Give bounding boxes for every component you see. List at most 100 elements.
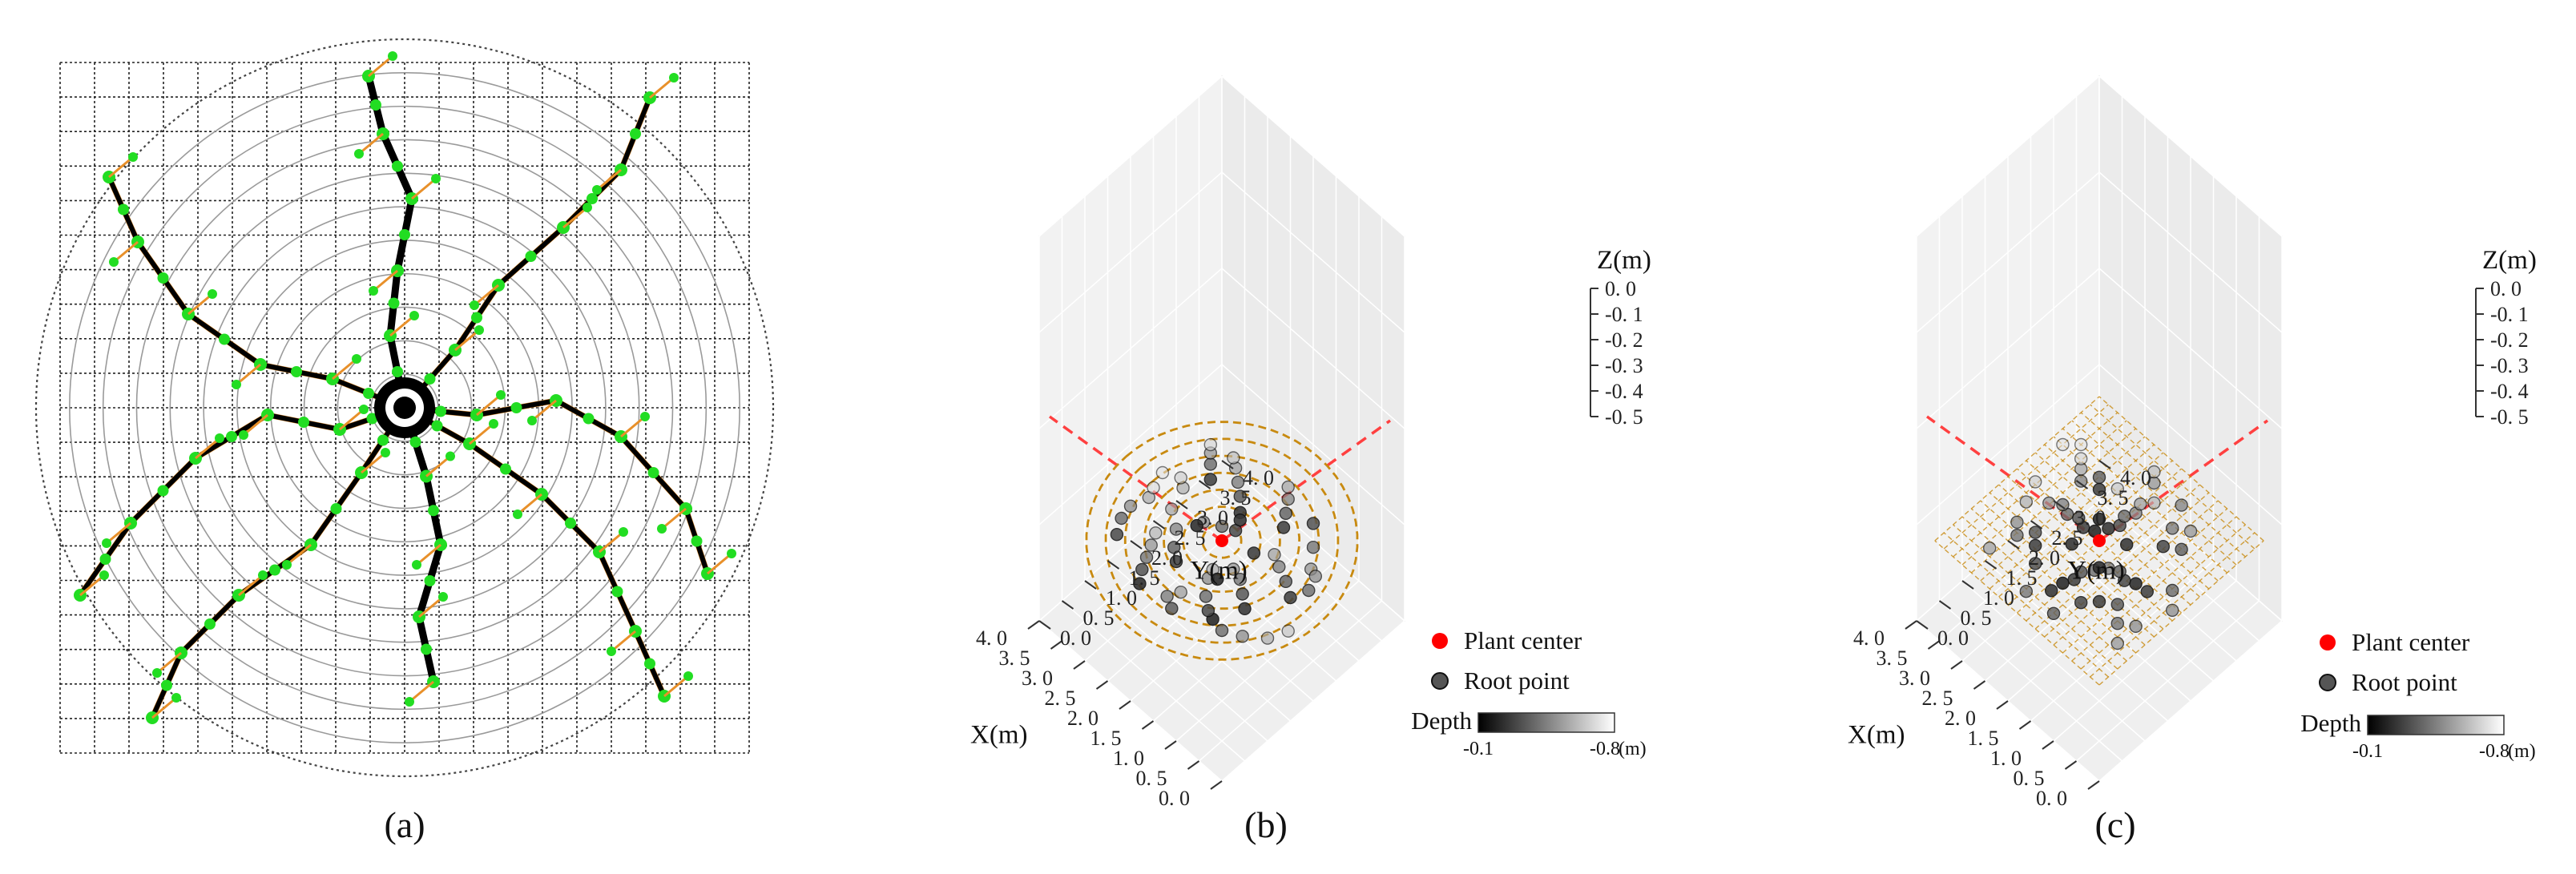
root-point — [1276, 521, 1291, 534]
x-tick-label: 0. 5 — [2014, 767, 2045, 790]
root-point — [2175, 498, 2188, 512]
root-node — [409, 436, 421, 448]
root-point — [2046, 606, 2061, 620]
z-axis-label: Z(m) — [1597, 246, 1651, 275]
y-tick-mark — [1938, 600, 1952, 610]
y-tick-label: 0. 5 — [1083, 606, 1115, 630]
lateral-root — [425, 455, 451, 477]
root-node — [727, 549, 736, 558]
root-point — [2092, 594, 2106, 609]
sampling-grid-line — [2026, 460, 2191, 606]
wall-grid — [2098, 75, 2283, 237]
root-orange — [401, 397, 711, 577]
root-point — [1203, 473, 1218, 486]
lateral-root — [243, 413, 268, 437]
x-tick-label: 2. 5 — [1045, 687, 1076, 710]
root-point — [1203, 437, 1218, 452]
root-point — [2175, 542, 2188, 556]
z-tick-label: -0. 4 — [1605, 380, 1643, 403]
x-tick-label: 3. 0 — [1022, 667, 1053, 690]
root-node — [500, 463, 511, 475]
root-point — [1155, 465, 1170, 480]
lateral-root — [596, 168, 622, 191]
sampling-grid-line — [1970, 508, 2137, 654]
x-tick-mark — [1027, 620, 1040, 630]
root-node — [161, 679, 172, 691]
x-tick-label: 3. 5 — [999, 646, 1030, 670]
ring — [34, 38, 775, 778]
lateral-root — [454, 328, 480, 352]
sampling-grid-line — [1989, 492, 2155, 638]
root-node — [691, 535, 703, 547]
root-point — [2110, 598, 2125, 611]
z-tick-label: -0. 1 — [1605, 303, 1643, 326]
root-node — [208, 289, 217, 299]
root-node — [409, 311, 419, 320]
root-point — [1165, 502, 1179, 516]
wall-grid — [2098, 364, 2283, 526]
lateral-root — [339, 408, 365, 431]
root-point — [1233, 573, 1248, 586]
plant-center-point — [1215, 534, 1228, 547]
root-point — [2156, 540, 2171, 554]
y-tick-label: 4. 0 — [2120, 466, 2151, 489]
wall-grid — [1038, 364, 1223, 526]
lateral-root — [151, 696, 177, 719]
root-point — [2074, 452, 2088, 465]
lateral-root — [113, 240, 139, 264]
root-node — [282, 560, 292, 570]
root-point — [1165, 602, 1179, 615]
root-point — [1133, 577, 1147, 590]
root-point — [2110, 617, 2125, 630]
x-tick-mark — [1095, 680, 1109, 690]
lateral-root — [418, 595, 444, 618]
root-point — [1302, 583, 1316, 598]
root-node — [157, 485, 169, 497]
root-node — [381, 448, 390, 457]
root-point — [1167, 541, 1181, 554]
root-node — [157, 272, 169, 284]
y-tick-label: 1. 5 — [2006, 566, 2038, 590]
ring — [169, 172, 640, 643]
lateral-root — [368, 54, 393, 78]
x-tick-mark — [1141, 720, 1155, 730]
root-point — [1272, 560, 1286, 574]
x-tick-label: 2. 0 — [1067, 707, 1099, 730]
root-node — [630, 128, 641, 139]
root-node — [428, 505, 439, 517]
x-tick-label: 1. 5 — [1968, 727, 1999, 750]
root-point — [1238, 602, 1252, 615]
caption-a: (a) — [384, 804, 425, 845]
x-tick-mark — [1164, 740, 1177, 750]
y-tick-label: 3. 5 — [2098, 486, 2129, 509]
y-tick-mark — [1084, 580, 1097, 590]
root-node — [128, 152, 138, 162]
colorbar-max-label: -0.8 — [2479, 741, 2509, 762]
root-point — [1147, 481, 1160, 494]
lateral-root — [649, 76, 675, 99]
root-node — [525, 251, 537, 262]
root-node — [435, 405, 446, 417]
y-axis-label: Y(m) — [1190, 557, 1247, 586]
root-point — [1201, 604, 1215, 618]
annulus-ring — [1163, 489, 1281, 593]
x-tick-mark — [1073, 660, 1086, 670]
lateral-root — [409, 680, 434, 703]
lateral-root — [562, 206, 588, 229]
lateral-root — [156, 651, 182, 675]
x-tick-label: 3. 5 — [1877, 646, 1908, 670]
panel-a-root-trace — [34, 38, 775, 778]
root-node — [232, 380, 241, 389]
z-tick-label: -0. 2 — [1605, 328, 1643, 352]
sampling-grid-line — [2053, 436, 2219, 582]
x-tick-mark — [2042, 740, 2054, 750]
root-node — [354, 149, 364, 159]
root-point — [1169, 522, 1183, 536]
floor-grid-y — [1961, 580, 2146, 742]
y-tick-mark — [1984, 560, 1998, 570]
floor-grid-y — [1062, 600, 1245, 762]
root-point — [1174, 586, 1187, 599]
colorbar-unit: (m) — [2508, 741, 2536, 762]
y-tick-label: 2. 5 — [1175, 526, 1206, 550]
sampling-grid-line — [1998, 452, 2164, 598]
